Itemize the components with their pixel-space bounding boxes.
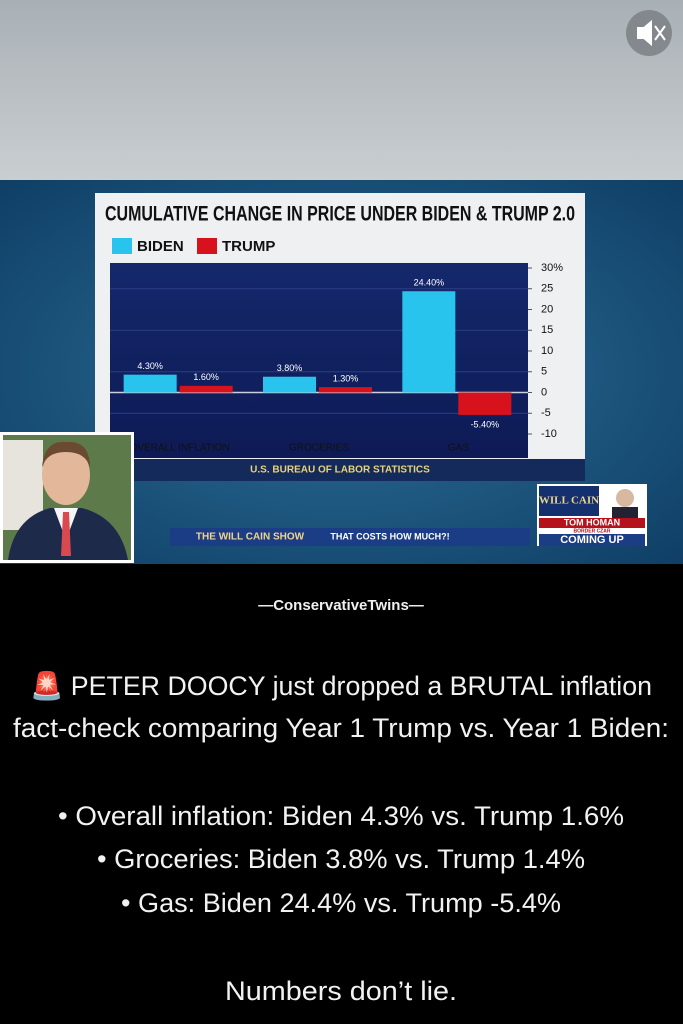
y-tick-label: 30% xyxy=(541,262,563,274)
legend-label: TRUMP xyxy=(222,238,275,255)
post-bullet: • Groceries: Biden 3.8% vs. Trump 1.4% xyxy=(97,844,585,874)
promo-status: COMING UP xyxy=(560,534,624,546)
promo-logo: WILL CAIN xyxy=(539,495,599,507)
ticker-bar xyxy=(170,528,530,546)
source-bar xyxy=(95,459,585,481)
x-tick-label: OVERALL INFLATION xyxy=(130,443,230,454)
legend-swatch xyxy=(112,238,132,254)
watermark: —ConservativeTwins— xyxy=(258,597,424,614)
y-tick-label: 10 xyxy=(541,345,553,357)
legend-swatch xyxy=(197,238,217,254)
post-closing: Numbers don’t lie. xyxy=(225,976,457,1006)
ticker-show: THE WILL CAIN SHOW xyxy=(196,532,305,543)
promo-guest: TOM HOMAN xyxy=(564,517,620,527)
y-tick-label: 20 xyxy=(541,303,553,315)
y-tick-label: 0 xyxy=(541,386,547,398)
promo-role: BORDER CZAR xyxy=(574,528,611,534)
promo-name-bar xyxy=(539,518,645,528)
post-line: fact-check comparing Year 1 Trump vs. Ye… xyxy=(13,713,669,743)
promo-guest-suit xyxy=(612,507,638,519)
value-label: 4.30% xyxy=(137,361,163,371)
promo-logo-bg xyxy=(539,486,599,516)
inset-head xyxy=(42,445,90,505)
chart-title: CUMULATIVE CHANGE IN PRICE UNDER BIDEN &… xyxy=(105,203,575,226)
y-tick-label: 15 xyxy=(541,324,553,336)
bar xyxy=(402,291,456,393)
y-tick-label: -10 xyxy=(541,428,557,440)
inset-hair xyxy=(42,441,90,468)
x-tick-label: GAS xyxy=(448,443,469,454)
post-line: 🚨 PETER DOOCY just dropped a BRUTAL infl… xyxy=(30,670,652,701)
inset-tie xyxy=(61,512,71,556)
value-label: 3.80% xyxy=(277,363,303,373)
bar xyxy=(263,376,316,393)
caption-area xyxy=(0,564,683,1024)
value-label: 24.40% xyxy=(414,278,445,288)
bar xyxy=(179,385,233,393)
bar xyxy=(123,374,177,393)
bar xyxy=(319,387,372,393)
y-tick-label: 25 xyxy=(541,283,553,295)
video-top xyxy=(0,0,683,180)
post-bullet: • Overall inflation: Biden 4.3% vs. Trum… xyxy=(58,801,624,831)
ticker-text: THAT COSTS HOW MUCH?! xyxy=(330,531,449,541)
plot-area xyxy=(110,263,528,458)
value-label: -5.40% xyxy=(471,419,500,429)
source: U.S. BUREAU OF LABOR STATISTICS xyxy=(250,465,430,476)
post-bullet: • Gas: Biden 24.4% vs. Trump -5.4% xyxy=(121,888,561,918)
x-tick-label: GROCERIES xyxy=(289,443,349,454)
y-tick-label: -5 xyxy=(541,407,551,419)
legend-label: BIDEN xyxy=(137,238,184,255)
promo-guest-photo xyxy=(616,489,634,507)
promo-status-bar xyxy=(539,534,645,546)
value-label: 1.30% xyxy=(333,373,359,383)
value-label: 1.60% xyxy=(193,372,219,382)
lower-third: THE WILL CAIN SHOW THAT COSTS HOW MUCH?!… xyxy=(170,484,647,546)
mute-icon xyxy=(637,19,666,47)
bar xyxy=(458,392,512,415)
y-tick-label: 5 xyxy=(541,366,547,378)
